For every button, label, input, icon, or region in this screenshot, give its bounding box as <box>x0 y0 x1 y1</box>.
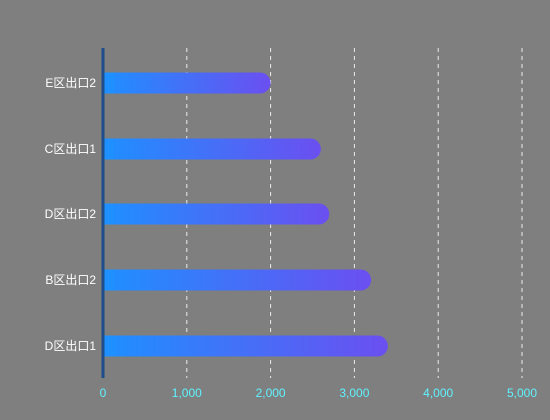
bar-4-base <box>103 138 114 160</box>
y-tick-label: B区出口2 <box>45 273 96 287</box>
x-tick-label: 0 <box>100 386 107 400</box>
bar-1-base <box>103 335 114 357</box>
x-tick-label: 4,000 <box>423 386 453 400</box>
tick-labels: 0 1,000 2,000 3,000 4,000 5,000 D区出口1 B区出口2 D区出口… <box>45 76 538 400</box>
bar-3-base <box>103 203 114 225</box>
bar-5-base <box>103 72 114 94</box>
y-tick-label: E区出口2 <box>45 76 96 90</box>
bars <box>103 72 388 357</box>
bar-3 <box>103 203 330 225</box>
bar-2 <box>103 269 372 291</box>
y-tick-label: D区出口1 <box>45 339 97 353</box>
y-tick-label: D区出口2 <box>45 207 97 221</box>
bar-4 <box>103 138 321 160</box>
y-tick-label: C区出口1 <box>45 142 97 156</box>
bar-1 <box>103 335 388 357</box>
x-tick-label: 5,000 <box>507 386 537 400</box>
bar-2-base <box>103 269 114 291</box>
x-tick-label: 3,000 <box>339 386 369 400</box>
gridlines <box>186 48 523 378</box>
x-tick-label: 2,000 <box>256 386 286 400</box>
x-tick-label: 1,000 <box>172 386 202 400</box>
bar-5 <box>103 72 271 94</box>
